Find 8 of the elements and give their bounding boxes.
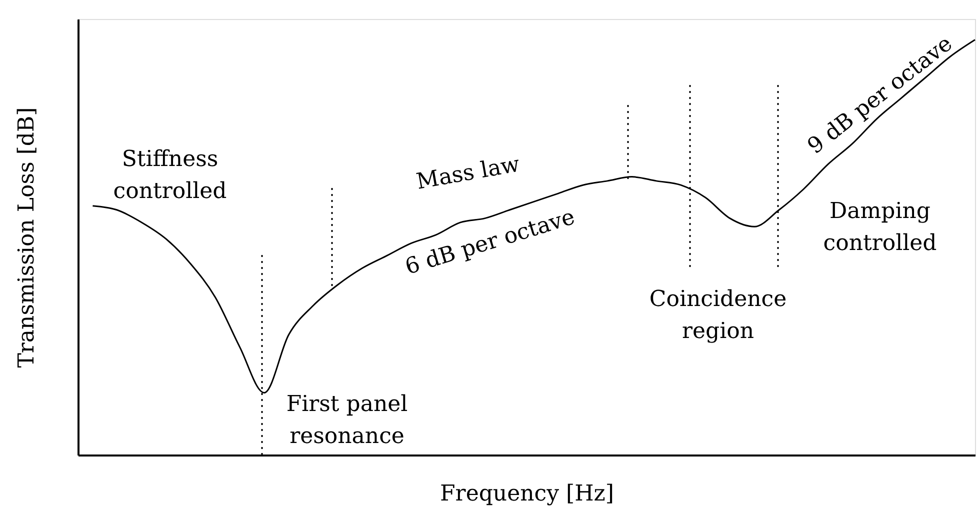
annotation: Coincidence region bbox=[649, 287, 787, 344]
x-axis-title: Frequency [Hz] bbox=[440, 482, 614, 506]
annotation: Mass law bbox=[414, 152, 522, 195]
annotation: Damping controlled bbox=[823, 199, 937, 256]
annotation: Stiffness controlled bbox=[113, 147, 227, 204]
y-axis-title: Transmission Loss [dB] bbox=[14, 107, 40, 368]
annotation: 6 dB per octave bbox=[402, 204, 578, 280]
annotation: First panel resonance bbox=[286, 392, 408, 449]
